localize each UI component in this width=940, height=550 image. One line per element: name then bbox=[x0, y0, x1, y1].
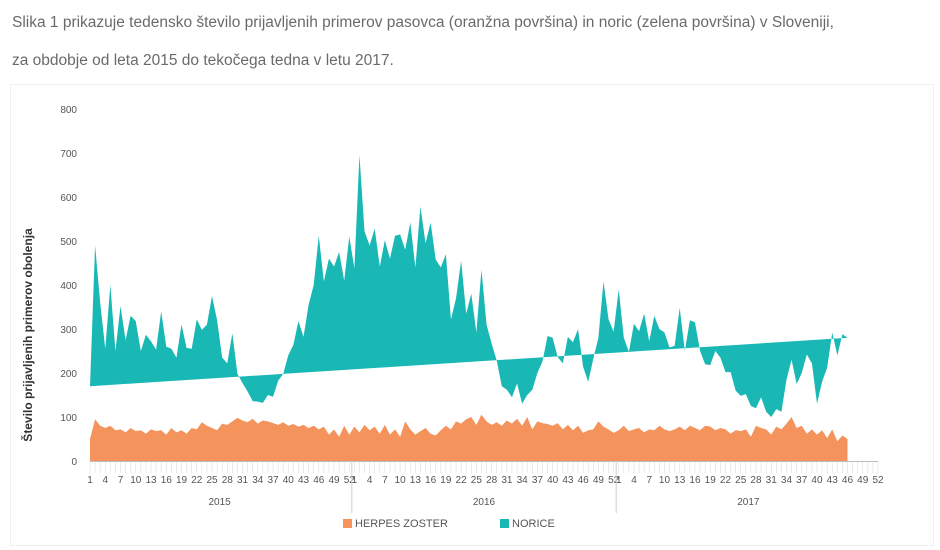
year-label: 2017 bbox=[737, 497, 760, 508]
y-tick-label: 100 bbox=[60, 413, 77, 424]
x-tick-label: 49 bbox=[593, 475, 605, 486]
x-tick-label: 43 bbox=[562, 475, 574, 486]
legend-swatch-herpes-zoster bbox=[343, 519, 352, 528]
x-tick-label: 4 bbox=[631, 475, 637, 486]
x-tick-label: 40 bbox=[811, 475, 823, 486]
x-tick-label: 10 bbox=[659, 475, 671, 486]
x-tick-label: 40 bbox=[547, 475, 559, 486]
x-tick-label: 25 bbox=[735, 475, 747, 486]
x-tick-label: 31 bbox=[237, 475, 249, 486]
x-tick-label: 4 bbox=[367, 475, 373, 486]
y-tick-label: 400 bbox=[60, 281, 77, 292]
x-tick-label: 49 bbox=[328, 475, 340, 486]
x-tick-label: 28 bbox=[222, 475, 234, 486]
legend: HERPES ZOSTER NORICE bbox=[343, 518, 555, 530]
x-tick-label: 19 bbox=[440, 475, 452, 486]
x-tick-label: 31 bbox=[501, 475, 513, 486]
x-tick-label: 22 bbox=[191, 475, 203, 486]
x-tick-label: 1 bbox=[616, 475, 622, 486]
x-tick-label: 16 bbox=[161, 475, 173, 486]
y-tick-label: 700 bbox=[60, 149, 77, 160]
x-tick-label: 40 bbox=[283, 475, 295, 486]
x-tick-label: 13 bbox=[145, 475, 157, 486]
x-tick-label: 19 bbox=[176, 475, 188, 486]
x-tick-label: 10 bbox=[130, 475, 142, 486]
x-tick-label: 7 bbox=[646, 475, 652, 486]
x-tick-label: 49 bbox=[857, 475, 869, 486]
x-tick-label: 13 bbox=[410, 475, 422, 486]
x-tick-label: 7 bbox=[382, 475, 388, 486]
legend-swatch-norice bbox=[500, 519, 509, 528]
x-tick-label: 13 bbox=[674, 475, 686, 486]
x-tick-label: 37 bbox=[532, 475, 544, 486]
x-tick-label: 37 bbox=[267, 475, 279, 486]
y-tick-label: 600 bbox=[60, 193, 77, 204]
year-label: 2015 bbox=[209, 497, 232, 508]
y-tick-label: 300 bbox=[60, 325, 77, 336]
x-tick-label: 31 bbox=[766, 475, 778, 486]
x-tick-label: 46 bbox=[578, 475, 590, 486]
x-tick-label: 1 bbox=[87, 475, 93, 486]
y-tick-label: 200 bbox=[60, 369, 77, 380]
legend-label-norice: NORICE bbox=[512, 518, 555, 530]
legend-label-herpes-zoster: HERPES ZOSTER bbox=[355, 518, 448, 530]
x-tick-label: 16 bbox=[689, 475, 701, 486]
x-tick-label: 46 bbox=[842, 475, 854, 486]
caption-line-1: Slika 1 prikazuje tedensko število prija… bbox=[12, 14, 834, 31]
x-tick-label: 28 bbox=[486, 475, 498, 486]
x-tick-label: 52 bbox=[344, 475, 356, 486]
x-tick-label: 46 bbox=[313, 475, 325, 486]
x-tick-label: 4 bbox=[102, 475, 108, 486]
x-tick-label: 22 bbox=[720, 475, 732, 486]
x-tick-label: 25 bbox=[206, 475, 218, 486]
series-area-herpes-zoster bbox=[90, 414, 848, 461]
year-label: 2016 bbox=[473, 497, 496, 508]
x-tick-label: 10 bbox=[395, 475, 407, 486]
y-axis-label: Število prijavljenih primerov obolenja bbox=[20, 228, 35, 442]
caption-line-2: za obdobje od leta 2015 do tekočega tedn… bbox=[12, 52, 394, 69]
x-tick-label: 52 bbox=[872, 475, 884, 486]
y-tick-label: 0 bbox=[71, 457, 77, 468]
x-tick-label: 1 bbox=[352, 475, 358, 486]
x-tick-label: 43 bbox=[298, 475, 310, 486]
x-tick-label: 7 bbox=[118, 475, 124, 486]
x-tick-label: 22 bbox=[456, 475, 468, 486]
x-tick-label: 19 bbox=[705, 475, 717, 486]
x-tick-label: 43 bbox=[827, 475, 839, 486]
x-tick-label: 34 bbox=[517, 475, 529, 486]
y-tick-label: 800 bbox=[60, 105, 77, 116]
x-tick-label: 34 bbox=[252, 475, 264, 486]
x-tick-label: 37 bbox=[796, 475, 808, 486]
y-tick-label: 500 bbox=[60, 237, 77, 248]
x-tick-label: 25 bbox=[471, 475, 483, 486]
x-tick-label: 52 bbox=[608, 475, 620, 486]
x-tick-label: 16 bbox=[425, 475, 437, 486]
x-tick-label: 28 bbox=[750, 475, 762, 486]
x-tick-label: 34 bbox=[781, 475, 793, 486]
series-area-norice bbox=[90, 155, 848, 417]
chart-panel: 0 100 200 300 400 500 600 700 800 1 4 7 10 13 16 19 22 25… bbox=[10, 84, 934, 546]
